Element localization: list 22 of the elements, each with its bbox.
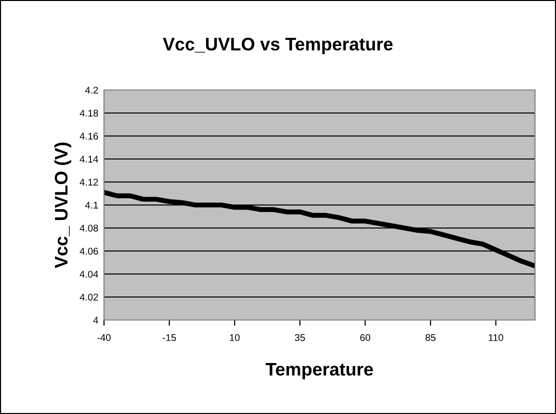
chart-title: Vcc_UVLO vs Temperature xyxy=(162,38,393,54)
y-tick-label: 4 xyxy=(93,316,98,324)
y-tick-label: 4.2 xyxy=(85,86,98,94)
y-tick-label: 4.08 xyxy=(80,224,98,232)
y-tick-label: 4.06 xyxy=(80,248,98,255)
y-tick-label: 4.02 xyxy=(80,294,98,301)
x-tick-label: -40 xyxy=(97,334,111,342)
x-axis-title: Temperature xyxy=(266,363,373,380)
x-tick-label: 35 xyxy=(294,334,305,342)
x-tick-label: 10 xyxy=(230,334,240,342)
y-axis-title: Vcc_ UVLO (V) xyxy=(54,142,72,268)
y-tick-label: 4.04 xyxy=(80,270,98,278)
y-tick-label: 4.12 xyxy=(80,178,98,186)
x-tick-label: -15 xyxy=(162,334,176,342)
y-tick-label: 4.14 xyxy=(80,156,98,163)
line-series xyxy=(104,190,535,268)
y-tick-label: 4.16 xyxy=(80,132,98,140)
y-tick-label: 4.18 xyxy=(80,110,98,117)
x-tick-label: 110 xyxy=(488,334,504,342)
x-tick-label: 85 xyxy=(426,334,436,342)
x-tick-label: 60 xyxy=(360,334,370,342)
y-tick-label: 4.1 xyxy=(85,202,98,209)
